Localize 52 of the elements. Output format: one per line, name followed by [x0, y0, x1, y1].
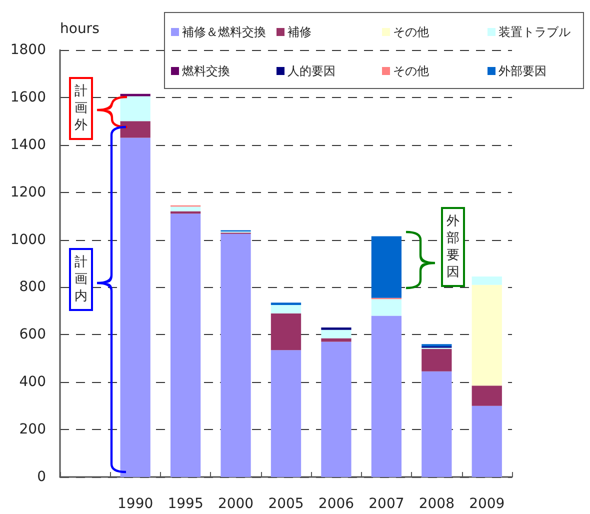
x-tick-label: 2009: [469, 496, 505, 512]
y-tick-label: 1800: [10, 42, 46, 58]
bar: [371, 236, 402, 298]
y-tick-label: 200: [19, 422, 46, 438]
bar: [120, 121, 150, 138]
bar: [472, 284, 502, 386]
bar: [270, 313, 302, 350]
y-axis-title: hours: [60, 21, 100, 37]
legend-label: その他: [393, 25, 429, 39]
annotation: 計画内: [74, 254, 88, 304]
bar: [371, 299, 402, 316]
bar: [120, 94, 150, 96]
bar: [472, 386, 502, 406]
bar: [270, 350, 302, 477]
legend-label: 補修: [288, 25, 312, 39]
annotation: 計画外: [74, 82, 88, 134]
bar: [270, 302, 302, 306]
y-tick-label: 600: [19, 326, 46, 343]
legend-label: 燃料交換: [182, 64, 230, 78]
y-tick-label: 1400: [10, 136, 46, 153]
bar: [321, 330, 352, 338]
bar: [170, 214, 201, 477]
bar: [371, 316, 402, 477]
y-tick-label: 0: [37, 469, 46, 485]
bar: [472, 276, 502, 285]
legend-label: その他: [393, 64, 429, 78]
bar: [422, 371, 452, 477]
x-tick-label: 2008: [418, 496, 454, 512]
y-tick-label: 400: [19, 374, 46, 390]
x-tick-label: 1995: [168, 496, 204, 512]
bar: [270, 305, 302, 314]
legend-label: 装置トラブル: [498, 25, 570, 39]
x-tick-label: 2005: [268, 496, 304, 512]
x-tick-label: 2006: [318, 496, 354, 512]
legend-label: 補修＆燃料交換: [182, 25, 266, 39]
bar: [422, 344, 452, 347]
x-tick-label: 2007: [368, 496, 404, 512]
bar: [422, 348, 452, 372]
legend-label: 人的要因: [288, 64, 336, 78]
x-tick-label: 1990: [118, 496, 154, 512]
y-tick-label: 1000: [10, 232, 46, 248]
legend-label: 外部要因: [498, 64, 546, 78]
bar: [220, 234, 251, 477]
y-tick-label: 800: [19, 279, 46, 296]
bar: [321, 342, 352, 477]
annotation: 外部要因: [446, 213, 460, 281]
bar: [472, 406, 502, 477]
x-tick-label: 2000: [218, 496, 254, 512]
bar: [170, 206, 201, 212]
y-tick-label: 1200: [10, 184, 46, 200]
bar: [321, 338, 352, 342]
y-tick-label: 1600: [10, 89, 46, 106]
